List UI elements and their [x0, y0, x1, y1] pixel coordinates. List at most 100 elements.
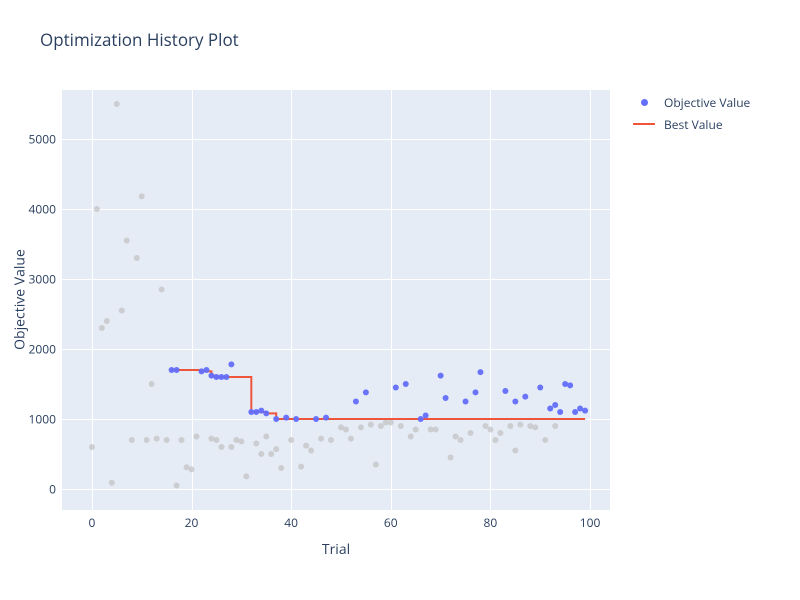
- data-point[interactable]: [283, 415, 289, 421]
- data-point[interactable]: [537, 385, 543, 391]
- data-point[interactable]: [134, 255, 140, 261]
- data-point[interactable]: [308, 448, 314, 454]
- data-point[interactable]: [502, 388, 508, 394]
- data-point[interactable]: [278, 465, 284, 471]
- data-point[interactable]: [582, 408, 588, 414]
- data-point[interactable]: [477, 369, 483, 375]
- data-point[interactable]: [114, 101, 120, 107]
- data-point[interactable]: [243, 473, 249, 479]
- data-point[interactable]: [453, 434, 459, 440]
- data-point[interactable]: [448, 455, 454, 461]
- data-point[interactable]: [423, 413, 429, 419]
- data-point[interactable]: [567, 382, 573, 388]
- data-point[interactable]: [552, 423, 558, 429]
- data-point[interactable]: [358, 424, 364, 430]
- data-point[interactable]: [258, 451, 264, 457]
- data-point[interactable]: [368, 422, 374, 428]
- data-point[interactable]: [393, 385, 399, 391]
- data-point[interactable]: [497, 430, 503, 436]
- data-point[interactable]: [174, 483, 180, 489]
- data-point[interactable]: [238, 438, 244, 444]
- data-point[interactable]: [353, 399, 359, 405]
- data-point[interactable]: [124, 238, 130, 244]
- data-point[interactable]: [218, 444, 224, 450]
- data-point[interactable]: [129, 437, 135, 443]
- data-point[interactable]: [547, 406, 553, 412]
- y-tick-label: 0: [6, 481, 56, 498]
- data-point[interactable]: [288, 437, 294, 443]
- data-point[interactable]: [298, 464, 304, 470]
- data-point[interactable]: [104, 318, 110, 324]
- data-point[interactable]: [109, 480, 115, 486]
- data-point[interactable]: [408, 434, 414, 440]
- y-tick-label: 4000: [6, 201, 56, 218]
- data-point[interactable]: [174, 367, 180, 373]
- data-point[interactable]: [189, 466, 195, 472]
- data-point[interactable]: [144, 437, 150, 443]
- data-point[interactable]: [194, 434, 200, 440]
- data-point[interactable]: [273, 446, 279, 452]
- data-point[interactable]: [303, 443, 309, 449]
- data-point[interactable]: [388, 420, 394, 426]
- data-point[interactable]: [507, 423, 513, 429]
- data-point[interactable]: [363, 389, 369, 395]
- data-point[interactable]: [263, 434, 269, 440]
- data-point[interactable]: [223, 374, 229, 380]
- data-point[interactable]: [213, 437, 219, 443]
- data-point[interactable]: [463, 399, 469, 405]
- data-point[interactable]: [552, 402, 558, 408]
- data-point[interactable]: [517, 422, 523, 428]
- data-point[interactable]: [373, 462, 379, 468]
- data-point[interactable]: [263, 410, 269, 416]
- data-point[interactable]: [472, 389, 478, 395]
- data-point[interactable]: [492, 437, 498, 443]
- data-point[interactable]: [154, 436, 160, 442]
- data-point[interactable]: [348, 436, 354, 442]
- data-point[interactable]: [572, 409, 578, 415]
- legend-item-objective[interactable]: Objective Value: [630, 92, 750, 112]
- data-point[interactable]: [318, 436, 324, 442]
- data-point[interactable]: [94, 206, 100, 212]
- data-point[interactable]: [89, 444, 95, 450]
- data-point[interactable]: [203, 367, 209, 373]
- data-point[interactable]: [228, 361, 234, 367]
- data-point[interactable]: [512, 448, 518, 454]
- data-point[interactable]: [468, 430, 474, 436]
- data-point[interactable]: [343, 427, 349, 433]
- data-point[interactable]: [228, 444, 234, 450]
- data-point[interactable]: [378, 423, 384, 429]
- data-point[interactable]: [323, 415, 329, 421]
- legend-label-best: Best Value: [664, 116, 723, 133]
- best-value-line[interactable]: [172, 370, 585, 419]
- data-point[interactable]: [413, 427, 419, 433]
- data-point[interactable]: [268, 451, 274, 457]
- data-point[interactable]: [139, 193, 145, 199]
- data-point[interactable]: [557, 409, 563, 415]
- data-point[interactable]: [149, 381, 155, 387]
- data-point[interactable]: [443, 395, 449, 401]
- data-point[interactable]: [482, 423, 488, 429]
- data-point[interactable]: [512, 399, 518, 405]
- data-point[interactable]: [164, 437, 170, 443]
- data-point[interactable]: [99, 325, 105, 331]
- data-point[interactable]: [328, 437, 334, 443]
- data-point[interactable]: [273, 416, 279, 422]
- data-point[interactable]: [293, 416, 299, 422]
- data-point[interactable]: [398, 423, 404, 429]
- data-point[interactable]: [179, 437, 185, 443]
- data-point[interactable]: [418, 416, 424, 422]
- data-point[interactable]: [433, 427, 439, 433]
- data-point[interactable]: [159, 287, 165, 293]
- data-point[interactable]: [532, 424, 538, 430]
- data-point[interactable]: [313, 416, 319, 422]
- data-point[interactable]: [403, 381, 409, 387]
- data-point[interactable]: [253, 441, 259, 447]
- data-point[interactable]: [522, 394, 528, 400]
- data-point[interactable]: [487, 427, 493, 433]
- data-point[interactable]: [119, 308, 125, 314]
- data-point[interactable]: [438, 373, 444, 379]
- data-point[interactable]: [458, 437, 464, 443]
- data-point[interactable]: [542, 437, 548, 443]
- legend-item-best[interactable]: Best Value: [630, 114, 750, 134]
- x-tick-label: 60: [384, 514, 398, 531]
